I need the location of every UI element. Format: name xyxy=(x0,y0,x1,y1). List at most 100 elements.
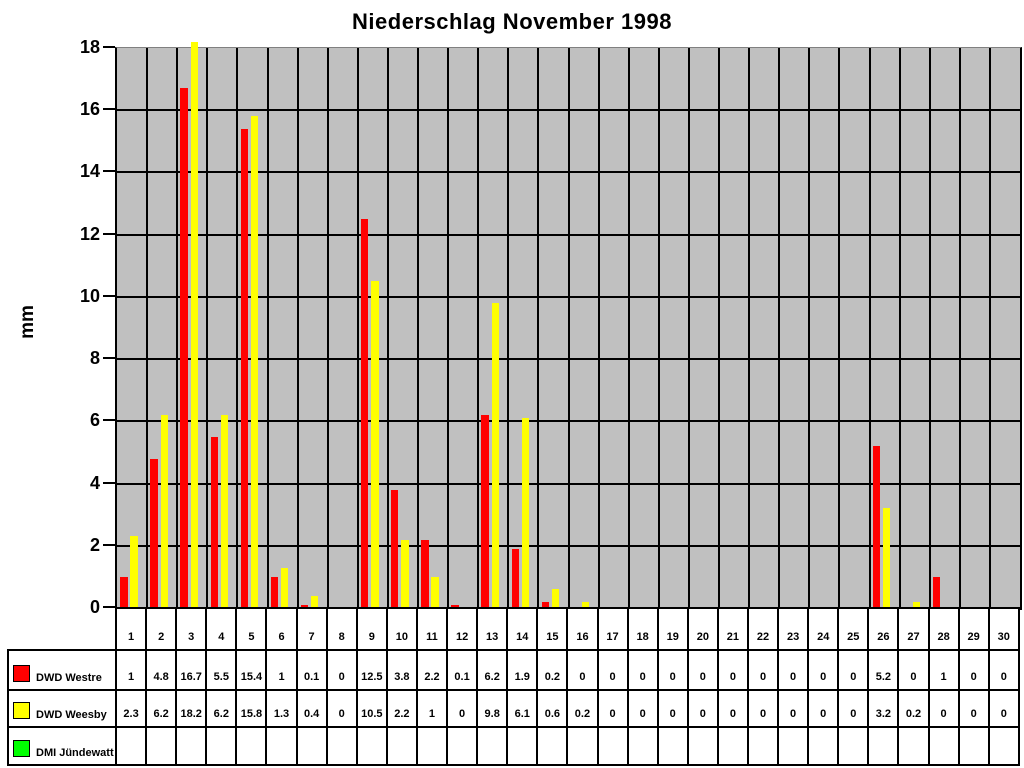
gridline-vertical xyxy=(928,48,931,608)
y-tick-label-8: 8 xyxy=(89,348,100,369)
bar-dwd-westre-day-28 xyxy=(932,576,941,608)
value-cell-dwd-westre-day-10: 3.8 xyxy=(385,649,418,691)
day-header-cell-22: 22 xyxy=(746,607,780,651)
value-cell-dmi-j-ndewatt-day-13 xyxy=(476,726,509,766)
gridline-vertical xyxy=(477,48,480,608)
gridline-vertical xyxy=(958,48,961,608)
value-cell-dmi-j-ndewatt-day-18 xyxy=(626,726,659,766)
value-cell-dwd-westre-day-28: 1 xyxy=(927,649,960,691)
bar-dwd-weesby-day-2 xyxy=(160,415,168,608)
gridline-vertical xyxy=(748,48,751,608)
gridline-vertical xyxy=(266,48,269,608)
day-header-cell-27: 27 xyxy=(897,607,930,651)
legend-cell-dwd-weesby: DWD Weesby xyxy=(7,689,117,728)
y-tick-label-2: 2 xyxy=(89,534,100,555)
y-tick-label-10: 10 xyxy=(79,285,100,306)
value-cell-dwd-weesby-day-1: 2.3 xyxy=(114,689,148,728)
bar-dwd-weesby-day-26 xyxy=(882,508,891,608)
day-header-cell-2: 2 xyxy=(145,607,178,651)
gridline-horizontal xyxy=(117,233,1020,236)
bar-dwd-westre-day-6 xyxy=(270,576,279,608)
y-tick-mark xyxy=(103,606,115,608)
value-cell-dmi-j-ndewatt-day-21 xyxy=(716,726,749,766)
value-cell-dwd-westre-day-13: 6.2 xyxy=(476,649,509,691)
legend-cell-dmi-j-ndewatt: DMI Jündewatt xyxy=(7,726,117,766)
gridline-horizontal xyxy=(117,482,1020,485)
value-cell-dmi-j-ndewatt-day-7 xyxy=(295,726,328,766)
value-cell-dmi-j-ndewatt-day-9 xyxy=(355,726,388,766)
day-header-cell-17: 17 xyxy=(596,607,629,651)
value-cell-dwd-westre-day-24: 0 xyxy=(807,649,840,691)
gridline-vertical xyxy=(537,48,540,608)
day-header-cell-29: 29 xyxy=(957,607,990,651)
day-header-cell-7: 7 xyxy=(295,607,328,651)
y-tick-mark xyxy=(103,419,115,422)
value-cell-dwd-weesby-day-24: 0 xyxy=(807,689,840,728)
value-cell-dwd-westre-day-16: 0 xyxy=(566,649,599,691)
day-header-cell-19: 19 xyxy=(656,607,689,651)
value-cell-dmi-j-ndewatt-day-24 xyxy=(807,726,840,766)
value-cell-dwd-weesby-day-5: 15.8 xyxy=(235,689,268,728)
value-cell-dwd-westre-day-22: 0 xyxy=(746,649,780,691)
value-cell-dwd-westre-day-17: 0 xyxy=(596,649,629,691)
value-cell-dwd-weesby-day-28: 0 xyxy=(927,689,960,728)
value-cell-dmi-j-ndewatt-day-2 xyxy=(145,726,178,766)
bar-dwd-westre-day-9 xyxy=(361,219,369,608)
gridline-vertical xyxy=(808,48,811,608)
day-header-cell-28: 28 xyxy=(927,607,960,651)
bar-dwd-westre-day-5 xyxy=(240,128,248,608)
value-cell-dmi-j-ndewatt-day-19 xyxy=(656,726,689,766)
day-header-cell-14: 14 xyxy=(506,607,539,651)
y-tick-label-14: 14 xyxy=(79,161,100,182)
day-header-cell-20: 20 xyxy=(686,607,719,651)
bar-dwd-weesby-day-27 xyxy=(913,601,921,608)
value-cell-dwd-weesby-day-19: 0 xyxy=(656,689,689,728)
day-header-cell-21: 21 xyxy=(716,607,749,651)
bar-dwd-weesby-day-1 xyxy=(130,536,138,608)
value-cell-dwd-westre-day-15: 0.2 xyxy=(536,649,569,691)
bar-dwd-westre-day-12 xyxy=(451,604,459,608)
value-cell-dwd-weesby-day-3: 18.2 xyxy=(175,689,208,728)
bar-dwd-weesby-day-7 xyxy=(311,595,319,608)
y-tick-mark xyxy=(103,481,115,484)
gridline-horizontal xyxy=(117,420,1020,423)
value-cell-dwd-westre-day-7: 0.1 xyxy=(295,649,328,691)
value-cell-dmi-j-ndewatt-day-8 xyxy=(325,726,358,766)
value-cell-dwd-westre-day-29: 0 xyxy=(957,649,990,691)
bar-dwd-westre-day-3 xyxy=(180,88,188,608)
y-tick-mark xyxy=(103,46,115,48)
bar-dwd-weesby-day-13 xyxy=(491,303,499,608)
y-tick-label-4: 4 xyxy=(89,472,100,493)
day-header-cell-9: 9 xyxy=(355,607,388,651)
y-axis-label: mm xyxy=(17,305,38,339)
value-cell-dmi-j-ndewatt-day-25 xyxy=(837,726,870,766)
value-cell-dwd-weesby-day-13: 9.8 xyxy=(476,689,509,728)
legend-swatch-dwd-westre xyxy=(13,665,30,682)
value-cell-dwd-weesby-day-6: 1.3 xyxy=(265,689,298,728)
value-cell-dwd-weesby-day-17: 0 xyxy=(596,689,629,728)
gridline-horizontal xyxy=(117,544,1020,547)
table-corner-blank xyxy=(8,608,116,650)
day-header-cell-26: 26 xyxy=(867,607,900,651)
gridline-vertical xyxy=(236,48,239,608)
day-header-cell-1: 1 xyxy=(114,607,148,651)
value-cell-dwd-weesby-day-8: 0 xyxy=(325,689,358,728)
value-cell-dwd-westre-day-2: 4.8 xyxy=(145,649,178,691)
legend-cell-dwd-westre: DWD Westre xyxy=(7,649,117,691)
day-header-cell-18: 18 xyxy=(626,607,659,651)
value-cell-dwd-westre-day-3: 16.7 xyxy=(175,649,208,691)
value-cell-dwd-weesby-day-9: 10.5 xyxy=(355,689,388,728)
legend-label-dwd-weesby: DWD Weesby xyxy=(36,709,107,721)
value-cell-dmi-j-ndewatt-day-15 xyxy=(536,726,569,766)
value-cell-dwd-weesby-day-27: 0.2 xyxy=(897,689,930,728)
day-header-cell-24: 24 xyxy=(807,607,840,651)
value-cell-dwd-weesby-day-26: 3.2 xyxy=(867,689,900,728)
value-cell-dwd-weesby-day-18: 0 xyxy=(626,689,659,728)
gridline-vertical xyxy=(778,48,781,608)
table-row-dwd-westre: DWD Westre 1 4.8 16.7 5.5 15.4 1 0.1 0 12.5 3.8 2.2… xyxy=(7,649,1020,691)
value-cell-dmi-j-ndewatt-day-6 xyxy=(265,726,298,766)
y-tick-label-6: 6 xyxy=(89,410,100,431)
gridline-vertical xyxy=(176,48,179,608)
day-header-cell-25: 25 xyxy=(837,607,870,651)
bar-dwd-westre-day-26 xyxy=(872,446,881,608)
